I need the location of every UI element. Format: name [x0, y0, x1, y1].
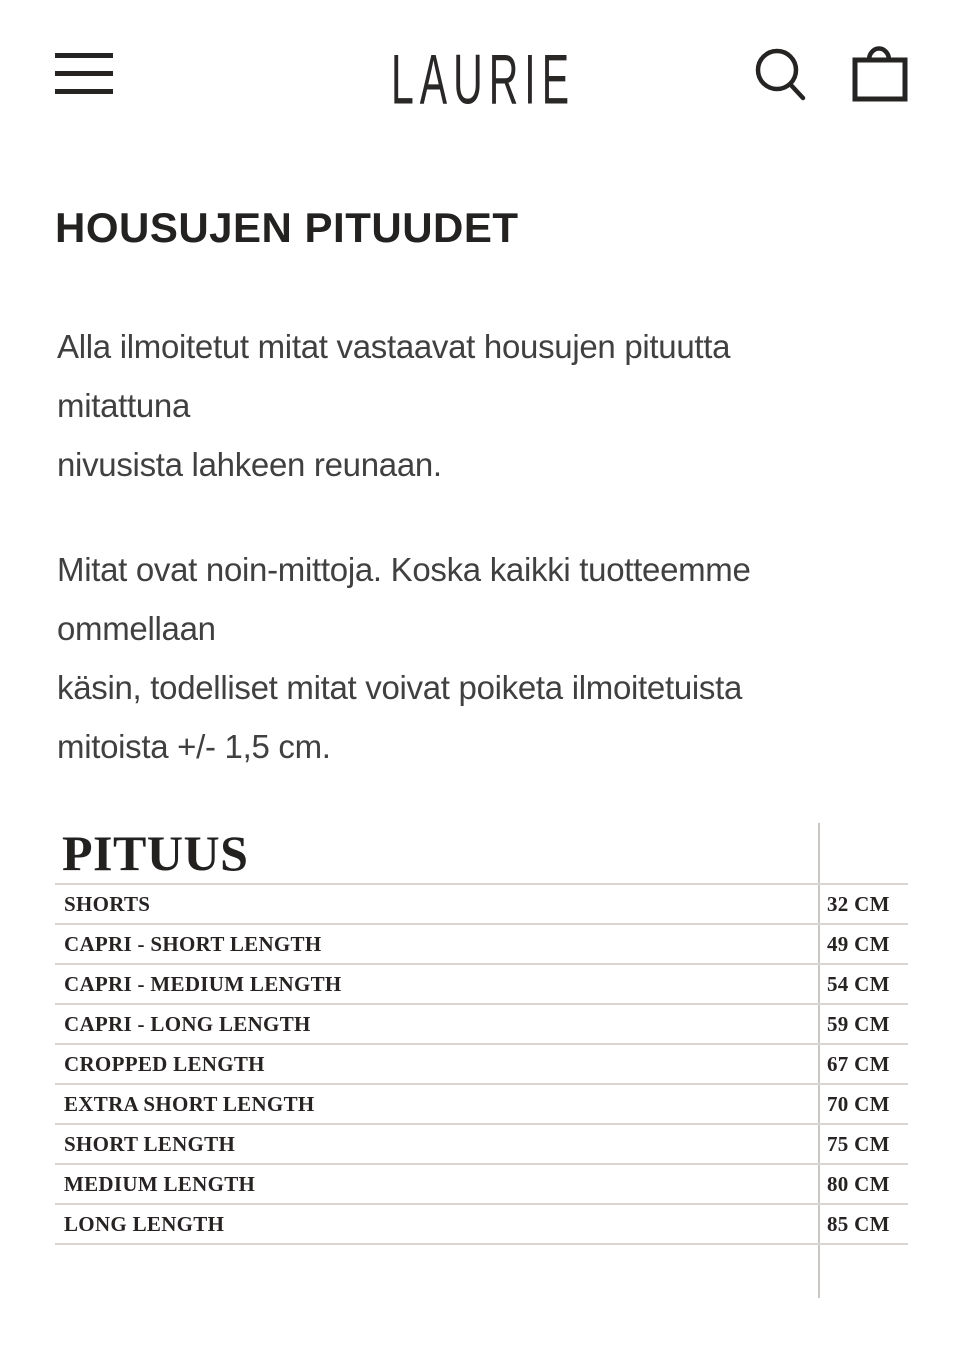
table-row: SHORTS 32 CM — [55, 883, 908, 923]
cart-button[interactable] — [848, 40, 910, 104]
table-row: MEDIUM LENGTH 80 CM — [55, 1163, 908, 1203]
table-row: CAPRI - SHORT LENGTH 49 CM — [55, 923, 908, 963]
row-label: SHORTS — [64, 891, 151, 916]
table-row: CAPRI - LONG LENGTH 59 CM — [55, 1003, 908, 1043]
table-row: SHORT LENGTH 75 CM — [55, 1123, 908, 1163]
table-row: CAPRI - MEDIUM LENGTH 54 CM — [55, 963, 908, 1003]
paragraph-line: ommellaan — [57, 610, 216, 647]
paragraph-line: mitattuna — [57, 387, 191, 424]
paragraph-line: Alla ilmoitetut mitat vastaavat housujen… — [57, 328, 731, 365]
row-value: 54 CM — [827, 971, 890, 996]
row-value: 59 CM — [827, 1011, 890, 1036]
paragraph-line: käsin, todelliset mitat voivat poiketa i… — [57, 669, 743, 706]
table-bottom-rule — [55, 1243, 908, 1245]
intro-paragraph-2: Mitat ovat noin-mittoja. Koska kaikki tu… — [57, 540, 751, 776]
row-label: EXTRA SHORT LENGTH — [64, 1091, 315, 1116]
row-value: 70 CM — [827, 1091, 890, 1116]
intro-paragraph-1: Alla ilmoitetut mitat vastaavat housujen… — [57, 317, 730, 494]
menu-button[interactable] — [53, 48, 115, 98]
table-row: CROPPED LENGTH 67 CM — [55, 1043, 908, 1083]
search-button[interactable] — [750, 44, 808, 104]
paragraph-line: Mitat ovat noin-mittoja. Koska kaikki tu… — [57, 551, 751, 588]
row-value: 67 CM — [827, 1051, 890, 1076]
table-row: EXTRA SHORT LENGTH 70 CM — [55, 1083, 908, 1123]
row-label: CAPRI - SHORT LENGTH — [64, 931, 322, 956]
row-value: 32 CM — [827, 891, 890, 916]
hamburger-icon — [55, 53, 113, 58]
brand-logo[interactable]: LAURIE — [390, 40, 576, 120]
row-label: CAPRI - LONG LENGTH — [64, 1011, 311, 1036]
row-label: LONG LENGTH — [64, 1211, 225, 1236]
row-value: 85 CM — [827, 1211, 890, 1236]
shopping-bag-icon — [852, 46, 908, 102]
size-table-rows: SHORTS 32 CM CAPRI - SHORT LENGTH 49 CM … — [55, 883, 908, 1245]
paragraph-line: mitoista +/- 1,5 cm. — [57, 728, 331, 765]
paragraph-line: nivusista lahkeen reunaan. — [57, 446, 442, 483]
row-value: 80 CM — [827, 1171, 890, 1196]
table-row: LONG LENGTH 85 CM — [55, 1203, 908, 1243]
row-label: MEDIUM LENGTH — [64, 1171, 256, 1196]
page-title: HOUSUJEN PITUUDET — [55, 204, 519, 251]
search-icon — [755, 48, 806, 101]
table-title: PITUUS — [62, 825, 249, 881]
size-table: PITUUS SHORTS 32 CM CAPRI - SHORT LENGTH… — [55, 823, 908, 1298]
row-value: 75 CM — [827, 1131, 890, 1156]
row-label: SHORT LENGTH — [64, 1131, 236, 1156]
hamburger-icon — [55, 71, 113, 76]
table-column-divider — [818, 823, 820, 1298]
row-value: 49 CM — [827, 931, 890, 956]
row-label: CROPPED LENGTH — [64, 1051, 265, 1076]
row-label: CAPRI - MEDIUM LENGTH — [64, 971, 342, 996]
hamburger-icon — [55, 89, 113, 94]
